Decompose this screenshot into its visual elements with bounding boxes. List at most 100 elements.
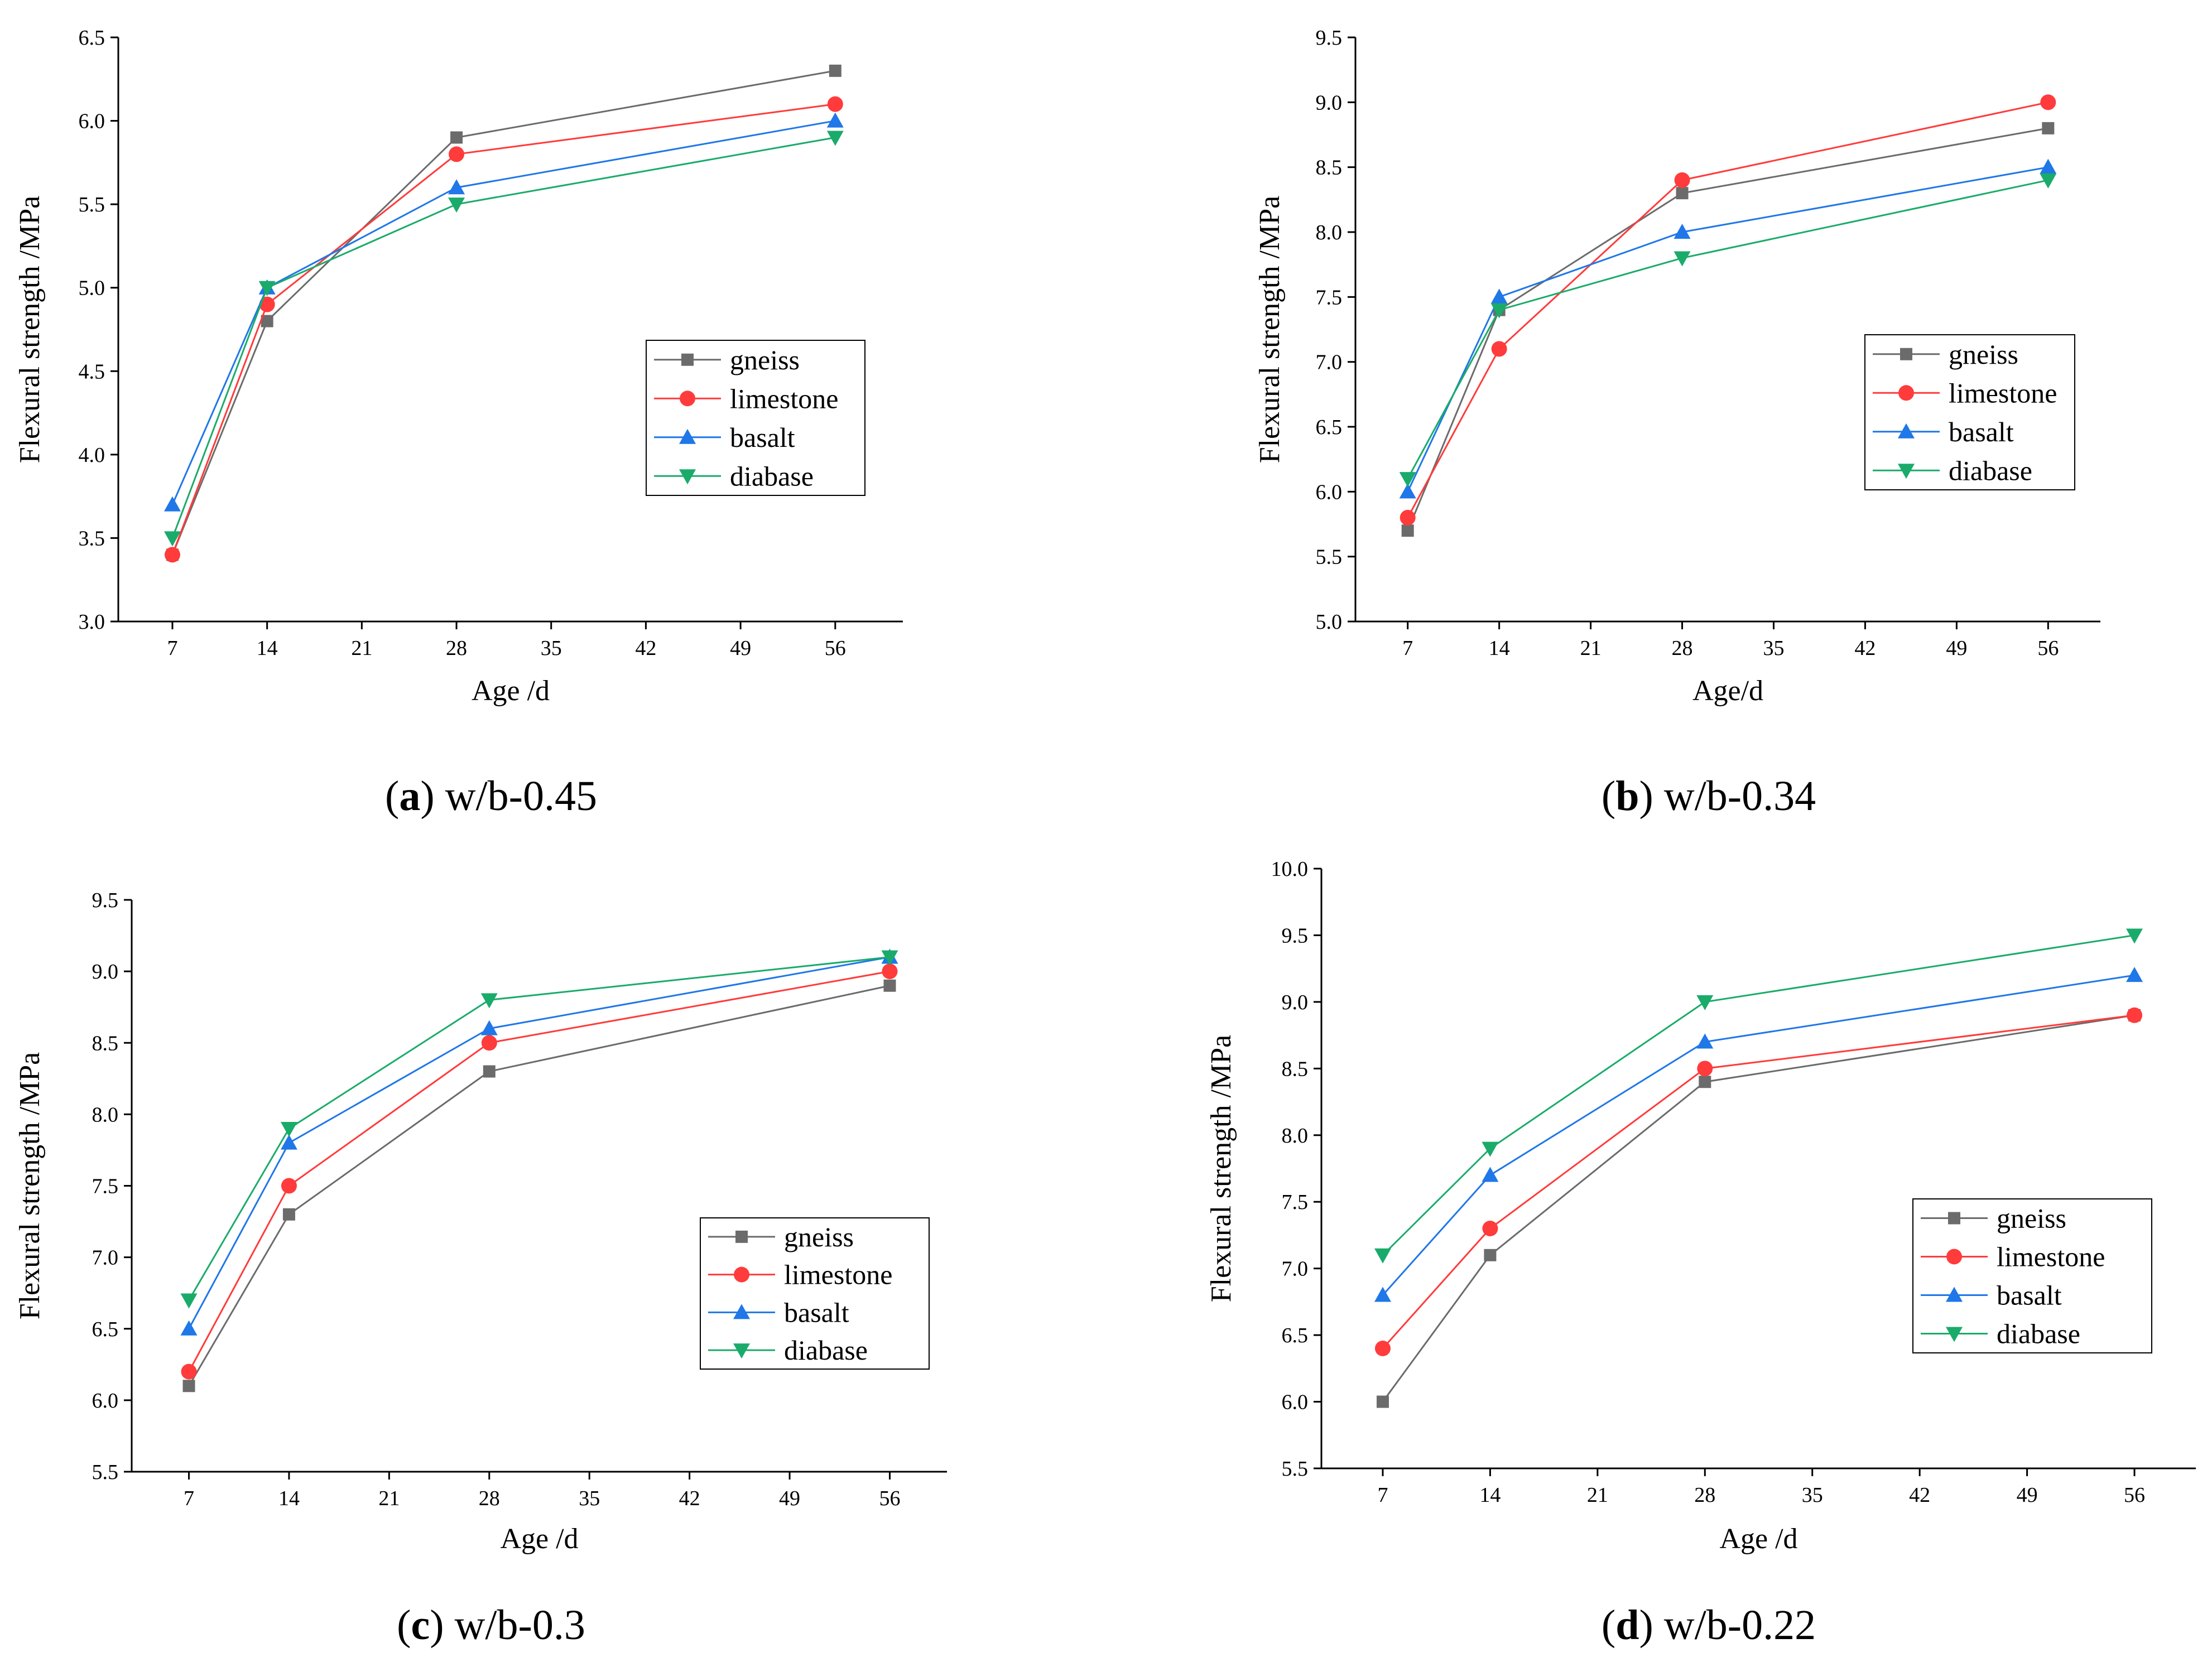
- data-point-basalt: [180, 1320, 198, 1336]
- data-point-gneiss: [483, 1065, 496, 1078]
- legend-label-limestone: limestone: [1997, 1241, 2105, 1273]
- x-axis-title: Age /d: [500, 1523, 578, 1555]
- y-tick-label: 7.0: [1316, 351, 1343, 374]
- data-point-limestone: [2040, 94, 2056, 110]
- x-tick-label: 14: [257, 637, 278, 660]
- chart-panel-d: 5.5 6.0 6.5 7.0 7.5 8.0 8.5 9.0 9.5 10.0 7 14 21 28 35…: [1205, 857, 2196, 1649]
- x-tick-label: 28: [479, 1487, 500, 1510]
- data-point-basalt: [826, 112, 844, 128]
- y-axis-title: Flexural strength /MPa: [14, 1052, 46, 1320]
- panel-letter: b: [1615, 773, 1639, 820]
- x-tick-label: 49: [730, 637, 751, 660]
- data-point-gneiss: [1484, 1249, 1497, 1261]
- legend-marker-limestone: [680, 391, 695, 407]
- series-basalt: [1374, 967, 2143, 1302]
- data-point-limestone: [164, 547, 180, 563]
- legend-marker-limestone: [1898, 385, 1914, 401]
- series-gneiss: [182, 979, 896, 1392]
- legend-marker-gneiss: [735, 1230, 748, 1243]
- panel-letter: a: [399, 773, 420, 820]
- legend-label-gneiss: gneiss: [1949, 339, 2018, 370]
- data-point-gneiss: [450, 131, 463, 144]
- data-point-basalt: [1674, 224, 1691, 239]
- legend-marker-diabase: [1898, 464, 1915, 479]
- data-point-limestone: [1400, 509, 1416, 526]
- x-tick-label: 28: [1672, 637, 1693, 660]
- x-tick-label: 7: [1402, 637, 1413, 660]
- y-axis-title: Flexural strength /MPa: [1205, 1035, 1237, 1303]
- data-point-basalt: [1374, 1286, 1391, 1302]
- series-diabase: [164, 131, 844, 547]
- series-diabase: [1399, 173, 2057, 488]
- legend-marker-gneiss: [1948, 1212, 1960, 1225]
- y-tick-label: 8.0: [1282, 1124, 1309, 1148]
- x-tick-label: 21: [351, 637, 372, 660]
- legend-marker-basalt: [1946, 1286, 1963, 1302]
- y-tick-label: 8.5: [1282, 1057, 1309, 1081]
- x-tick-label: 49: [779, 1487, 800, 1510]
- y-tick-label: 8.5: [92, 1032, 119, 1055]
- x-tick-label: 56: [879, 1487, 900, 1510]
- legend-label-basalt: basalt: [1997, 1280, 2062, 1311]
- legend-marker-diabase: [1946, 1327, 1963, 1342]
- data-point-gneiss: [182, 1380, 195, 1392]
- legend: gneiss limestone basalt diabase: [646, 340, 865, 496]
- data-point-basalt: [1490, 288, 1508, 304]
- legend-marker-diabase: [679, 469, 696, 485]
- series-line-basalt: [171, 120, 836, 505]
- data-point-gneiss: [2042, 122, 2055, 134]
- series-line-diabase: [1407, 179, 2048, 479]
- y-tick-label: 7.5: [1316, 286, 1343, 309]
- legend-marker-gneiss: [681, 353, 694, 366]
- x-axis-title: Age /d: [472, 675, 550, 707]
- series-limestone: [1374, 1007, 2143, 1356]
- panel-caption-text: w/b-0.22: [1664, 1602, 1816, 1649]
- y-tick-label: 4.5: [79, 360, 105, 383]
- data-point-basalt: [164, 496, 181, 512]
- series-limestone: [164, 96, 843, 563]
- data-point-limestone: [882, 963, 898, 980]
- x-tick-label: 28: [1694, 1483, 1715, 1507]
- x-tick-label: 14: [1479, 1483, 1501, 1507]
- data-point-gneiss: [883, 979, 896, 992]
- data-point-limestone: [281, 1178, 297, 1194]
- y-tick-label: 4.0: [79, 444, 105, 467]
- data-point-basalt: [448, 179, 465, 195]
- data-point-diabase: [826, 131, 844, 146]
- y-tick-label: 6.5: [1316, 416, 1343, 439]
- y-tick-label: 5.0: [1316, 610, 1343, 634]
- y-tick-label: 9.0: [1282, 991, 1309, 1014]
- x-tick-label: 56: [2124, 1483, 2145, 1507]
- data-point-gneiss: [1676, 187, 1689, 200]
- legend-box: [1864, 334, 2075, 490]
- y-tick-label: 8.0: [92, 1103, 119, 1126]
- data-point-basalt: [280, 1134, 297, 1150]
- legend: gneiss limestone basalt diabase: [1864, 334, 2075, 490]
- x-tick-label: 42: [1854, 637, 1876, 660]
- y-tick-label: 7.5: [92, 1175, 119, 1198]
- legend-label-basalt: basalt: [730, 422, 795, 453]
- y-tick-label: 10.0: [1271, 857, 1309, 881]
- series-line-limestone: [171, 103, 835, 555]
- series-line-gneiss: [1407, 127, 2048, 531]
- y-axis-title: Flexural strength /MPa: [14, 196, 46, 464]
- series-limestone: [181, 963, 898, 1380]
- x-tick-label: 56: [2037, 637, 2059, 660]
- data-point-limestone: [181, 1363, 197, 1380]
- y-tick-label: 6.0: [92, 1389, 119, 1413]
- x-tick-label: 28: [446, 637, 467, 660]
- chart-panel-c: 5.5 6.0 6.5 7.0 7.5 8.0 8.5 9.0 9.5 7 14 21 28 35 42 49…: [14, 889, 947, 1649]
- x-tick-label: 21: [378, 1487, 400, 1510]
- y-tick-label: 5.5: [1282, 1457, 1309, 1481]
- y-tick-label: 5.5: [1316, 546, 1343, 569]
- y-tick-label: 9.5: [92, 889, 119, 912]
- y-tick-label: 8.5: [1316, 156, 1343, 180]
- data-point-limestone: [1482, 1221, 1498, 1236]
- y-tick-label: 6.5: [92, 1318, 119, 1341]
- data-point-gneiss: [829, 64, 841, 77]
- data-point-diabase: [164, 531, 181, 547]
- data-point-limestone: [827, 96, 843, 112]
- panel-caption-text: w/b-0.45: [445, 773, 597, 820]
- data-point-basalt: [1399, 483, 1416, 499]
- legend-marker-gneiss: [1900, 348, 1912, 360]
